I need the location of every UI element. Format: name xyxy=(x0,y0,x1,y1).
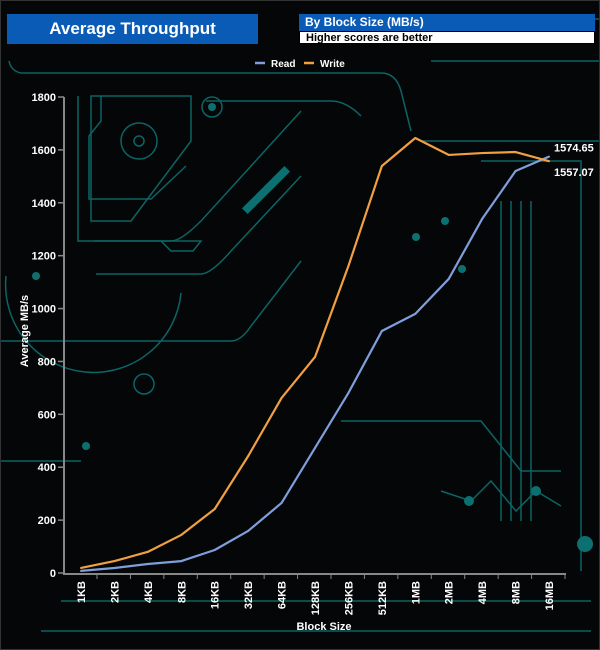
data-point-read xyxy=(146,563,149,566)
data-point-write xyxy=(280,396,283,399)
data-point-read xyxy=(347,391,350,394)
data-point-write xyxy=(314,355,316,358)
x-tick-label: 4MB xyxy=(477,581,489,604)
data-point-write xyxy=(347,264,350,267)
y-tick-label: 1200 xyxy=(32,251,56,263)
chart-title: Average Throughput xyxy=(7,14,258,44)
y-axis-label: Average MB/s xyxy=(19,295,31,367)
x-tick-label: 256KB xyxy=(343,581,355,615)
data-point-write xyxy=(447,153,450,156)
data-point-write xyxy=(180,533,183,536)
y-tick-label: 0 xyxy=(50,568,56,580)
legend-label-read: Read xyxy=(271,59,295,70)
y-tick-label: 200 xyxy=(38,515,56,527)
x-axis-label: Block Size xyxy=(296,621,351,633)
legend: Read Write xyxy=(255,59,345,70)
series-line-read xyxy=(80,155,550,572)
end-label-write: 1557.07 xyxy=(554,167,594,179)
data-point-write xyxy=(414,136,417,139)
data-point-read xyxy=(314,446,316,449)
data-point-read xyxy=(447,277,450,280)
y-tick-label: 1000 xyxy=(32,304,56,316)
x-tick-label: 16MB xyxy=(544,581,556,610)
x-tick-label: 2MB xyxy=(444,581,456,604)
data-point-read xyxy=(113,566,116,569)
data-point-read xyxy=(414,312,417,315)
legend-label-write: Write xyxy=(320,59,345,70)
data-point-read xyxy=(247,529,250,532)
data-point-read xyxy=(514,170,517,173)
data-point-read xyxy=(213,548,216,551)
data-point-read xyxy=(180,560,183,563)
y-tick-label: 400 xyxy=(38,462,56,474)
x-tick-label: 128KB xyxy=(310,581,322,615)
data-point-read xyxy=(380,330,383,333)
data-point-read xyxy=(481,217,484,220)
series-line-write xyxy=(80,136,550,570)
y-tick-label: 600 xyxy=(38,409,56,421)
x-tick-label: 16KB xyxy=(210,581,222,609)
data-point-write xyxy=(247,455,250,458)
data-point-read xyxy=(280,501,283,504)
x-tick-label: 64KB xyxy=(277,581,289,609)
x-tick-label: 1KB xyxy=(76,581,88,603)
end-label-read: 1574.65 xyxy=(554,143,594,155)
y-tick-label: 1800 xyxy=(32,92,56,104)
chart-subtitle: By Block Size (MB/s) xyxy=(299,14,595,31)
data-point-read xyxy=(80,569,82,572)
x-tick-label: 2KB xyxy=(109,581,121,603)
x-tick-label: 8MB xyxy=(511,581,523,604)
data-point-write xyxy=(80,566,82,569)
y-tick-label: 800 xyxy=(38,356,56,368)
y-tick-label: 1400 xyxy=(32,198,56,210)
x-tick-label: 4KB xyxy=(143,581,155,603)
x-tick-label: 512KB xyxy=(377,581,389,615)
x-tick-label: 1MB xyxy=(410,581,422,604)
x-tick-label: 32KB xyxy=(243,581,255,609)
data-point-read xyxy=(548,155,550,158)
y-tick-label: 1600 xyxy=(32,145,56,157)
data-point-write xyxy=(548,160,550,163)
data-point-write xyxy=(380,165,383,168)
data-point-write xyxy=(481,152,484,155)
x-tick-label: 8KB xyxy=(176,581,188,603)
data-point-write xyxy=(514,151,517,154)
data-point-write xyxy=(146,550,149,553)
data-point-write xyxy=(213,508,216,511)
chart-note: Higher scores are better xyxy=(299,31,595,44)
data-point-write xyxy=(113,560,116,563)
